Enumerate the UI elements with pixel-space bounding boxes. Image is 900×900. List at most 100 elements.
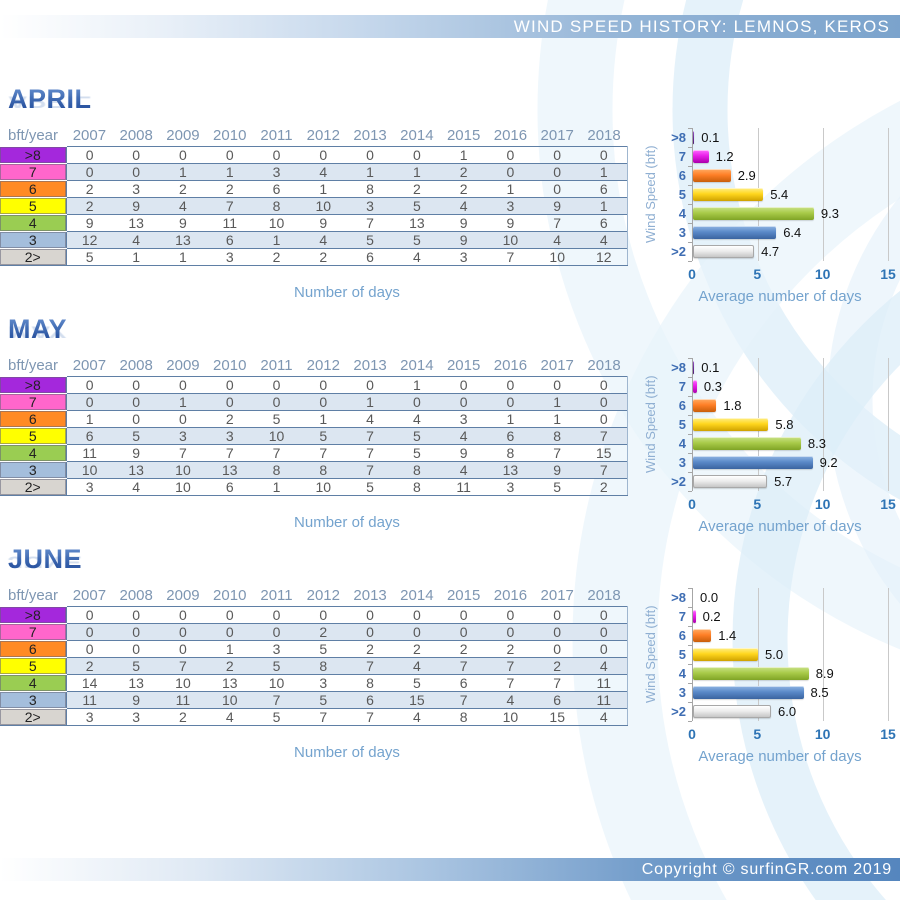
table-cell: 7 xyxy=(580,426,628,444)
table-cell: 4 xyxy=(346,409,394,427)
category-label: >8 xyxy=(671,360,686,375)
table-cell: 0 xyxy=(206,375,254,393)
table-cell: 0 xyxy=(393,392,441,410)
category-label: >8 xyxy=(671,130,686,145)
chart-bar xyxy=(693,169,731,182)
table-cell: 8 xyxy=(487,443,534,461)
table-cell: 0 xyxy=(580,639,628,657)
chart-bar xyxy=(693,245,755,258)
table-row-bft-4: 4 11 9 7 7 7 7 7 5 9 8 7 15 xyxy=(0,443,628,462)
table-cell: 14 xyxy=(65,673,113,691)
table-cell: 7 xyxy=(346,213,394,231)
bft-row-label: 7 xyxy=(0,392,66,411)
table-cell: 1 xyxy=(65,409,113,427)
table-caption: Number of days xyxy=(294,514,400,531)
table-cell: 0 xyxy=(299,605,347,623)
table-cell: 1 xyxy=(487,179,534,197)
category-label: 4 xyxy=(678,206,686,221)
table-cell: 2 xyxy=(299,622,347,640)
year-column-header: 2011 xyxy=(260,587,293,605)
table-cell: 9 xyxy=(533,196,581,214)
bar-value-label: 5.8 xyxy=(775,417,794,432)
x-axis-tick-label: 0 xyxy=(688,496,696,512)
x-axis-title: Average number of days xyxy=(698,748,862,765)
y-axis-category-labels: >8 7 6 5 4 3 >2 xyxy=(656,128,686,261)
month-title: MAY MAY xyxy=(8,314,228,358)
table-cell: 0 xyxy=(440,392,488,410)
table-cell: 7 xyxy=(533,443,581,461)
table-header-row: bft/year 2007 2008 2009 2010 2011 2012 2013 2014… xyxy=(0,126,628,146)
table-cell: 5 xyxy=(299,639,347,657)
bft-row-label: >8 xyxy=(0,145,66,164)
table-cell: 0 xyxy=(393,622,441,640)
category-label: 3 xyxy=(678,455,686,470)
x-axis-tick-label: 10 xyxy=(814,266,831,282)
chart-bar xyxy=(693,629,712,642)
category-label: 3 xyxy=(678,225,686,240)
chart-bar xyxy=(693,437,801,450)
bars-container: 0.1 1.2 2.9 5.4 9.3 6.4 4.7 xyxy=(693,128,888,261)
table-cell: 10 xyxy=(65,460,113,478)
table-cell: 1 xyxy=(393,162,441,180)
table-cell: 0 xyxy=(299,392,347,410)
bar-value-label: 8.3 xyxy=(807,436,826,451)
chart-bar-row: 0.1 xyxy=(693,128,888,147)
table-cell: 7 xyxy=(346,426,394,444)
table-cell: 5 xyxy=(346,477,394,496)
table-cell: 13 xyxy=(112,213,160,231)
table-cell: 3 xyxy=(206,426,254,444)
bft-row-label: 4 xyxy=(0,213,66,232)
table-cell: 7 xyxy=(346,707,394,726)
category-label: 7 xyxy=(678,609,686,624)
year-column-header: 2008 xyxy=(119,587,153,605)
table-cell: 2 xyxy=(159,707,207,726)
table-row-bft-3: 3 12 4 13 6 1 4 5 5 9 10 4 4 xyxy=(0,230,628,249)
gridline xyxy=(888,358,889,491)
table-cell: 9 xyxy=(440,213,488,231)
table-cell: 7 xyxy=(487,656,534,674)
table-cell: 0 xyxy=(487,145,534,163)
table-cell: 3 xyxy=(253,639,300,657)
chart-bar xyxy=(693,475,768,488)
table-cell: 5 xyxy=(393,196,441,214)
table-cell: 5 xyxy=(65,247,113,266)
table-row-bft-3: 3 11 9 11 10 7 5 6 15 7 4 6 11 xyxy=(0,690,628,709)
table-cell: 0 xyxy=(393,605,441,623)
table-cell: 5 xyxy=(253,409,300,427)
table-cell: 8 xyxy=(533,426,581,444)
table-cell: 4 xyxy=(112,230,160,248)
table-row-bft-4: 4 9 13 9 11 10 9 7 13 9 9 7 6 xyxy=(0,213,628,232)
table-cell: 1 xyxy=(253,230,300,248)
bar-value-label: 5.7 xyxy=(774,474,793,489)
table-cell: 0 xyxy=(112,409,160,427)
table-cell: 1 xyxy=(253,477,300,496)
table-cell: 15 xyxy=(393,690,441,708)
table-cell: 7 xyxy=(440,656,488,674)
table-cell: 5 xyxy=(253,707,300,726)
category-label: 7 xyxy=(678,149,686,164)
table-cell: 1 xyxy=(206,639,254,657)
year-column-header: 2015 xyxy=(446,127,481,145)
table-cell: 0 xyxy=(346,145,394,163)
category-label: 5 xyxy=(678,187,686,202)
table-cell: 0 xyxy=(253,375,300,393)
table-cell: 0 xyxy=(65,639,113,657)
month-title: JUNE JUNE xyxy=(8,544,228,588)
table-cell: 7 xyxy=(159,656,207,674)
month-title-reflection: APRIL xyxy=(8,93,92,111)
year-column-header: 2017 xyxy=(540,357,574,375)
chart-bar-row: 0.1 xyxy=(693,358,888,377)
table-cell: 1 xyxy=(346,162,394,180)
table-cell: 0 xyxy=(533,179,581,197)
chart-bar-row: 6.4 xyxy=(693,223,888,242)
table-cell: 0 xyxy=(299,375,347,393)
bar-value-label: 0.0 xyxy=(700,590,719,605)
table-cell: 7 xyxy=(299,443,347,461)
table-cell: 2 xyxy=(580,477,628,496)
table-cell: 0 xyxy=(206,392,254,410)
table-cell: 1 xyxy=(112,247,160,266)
table-cell: 0 xyxy=(533,622,581,640)
year-column-header: 2010 xyxy=(213,127,247,145)
bar-value-label: 0.3 xyxy=(703,379,722,394)
